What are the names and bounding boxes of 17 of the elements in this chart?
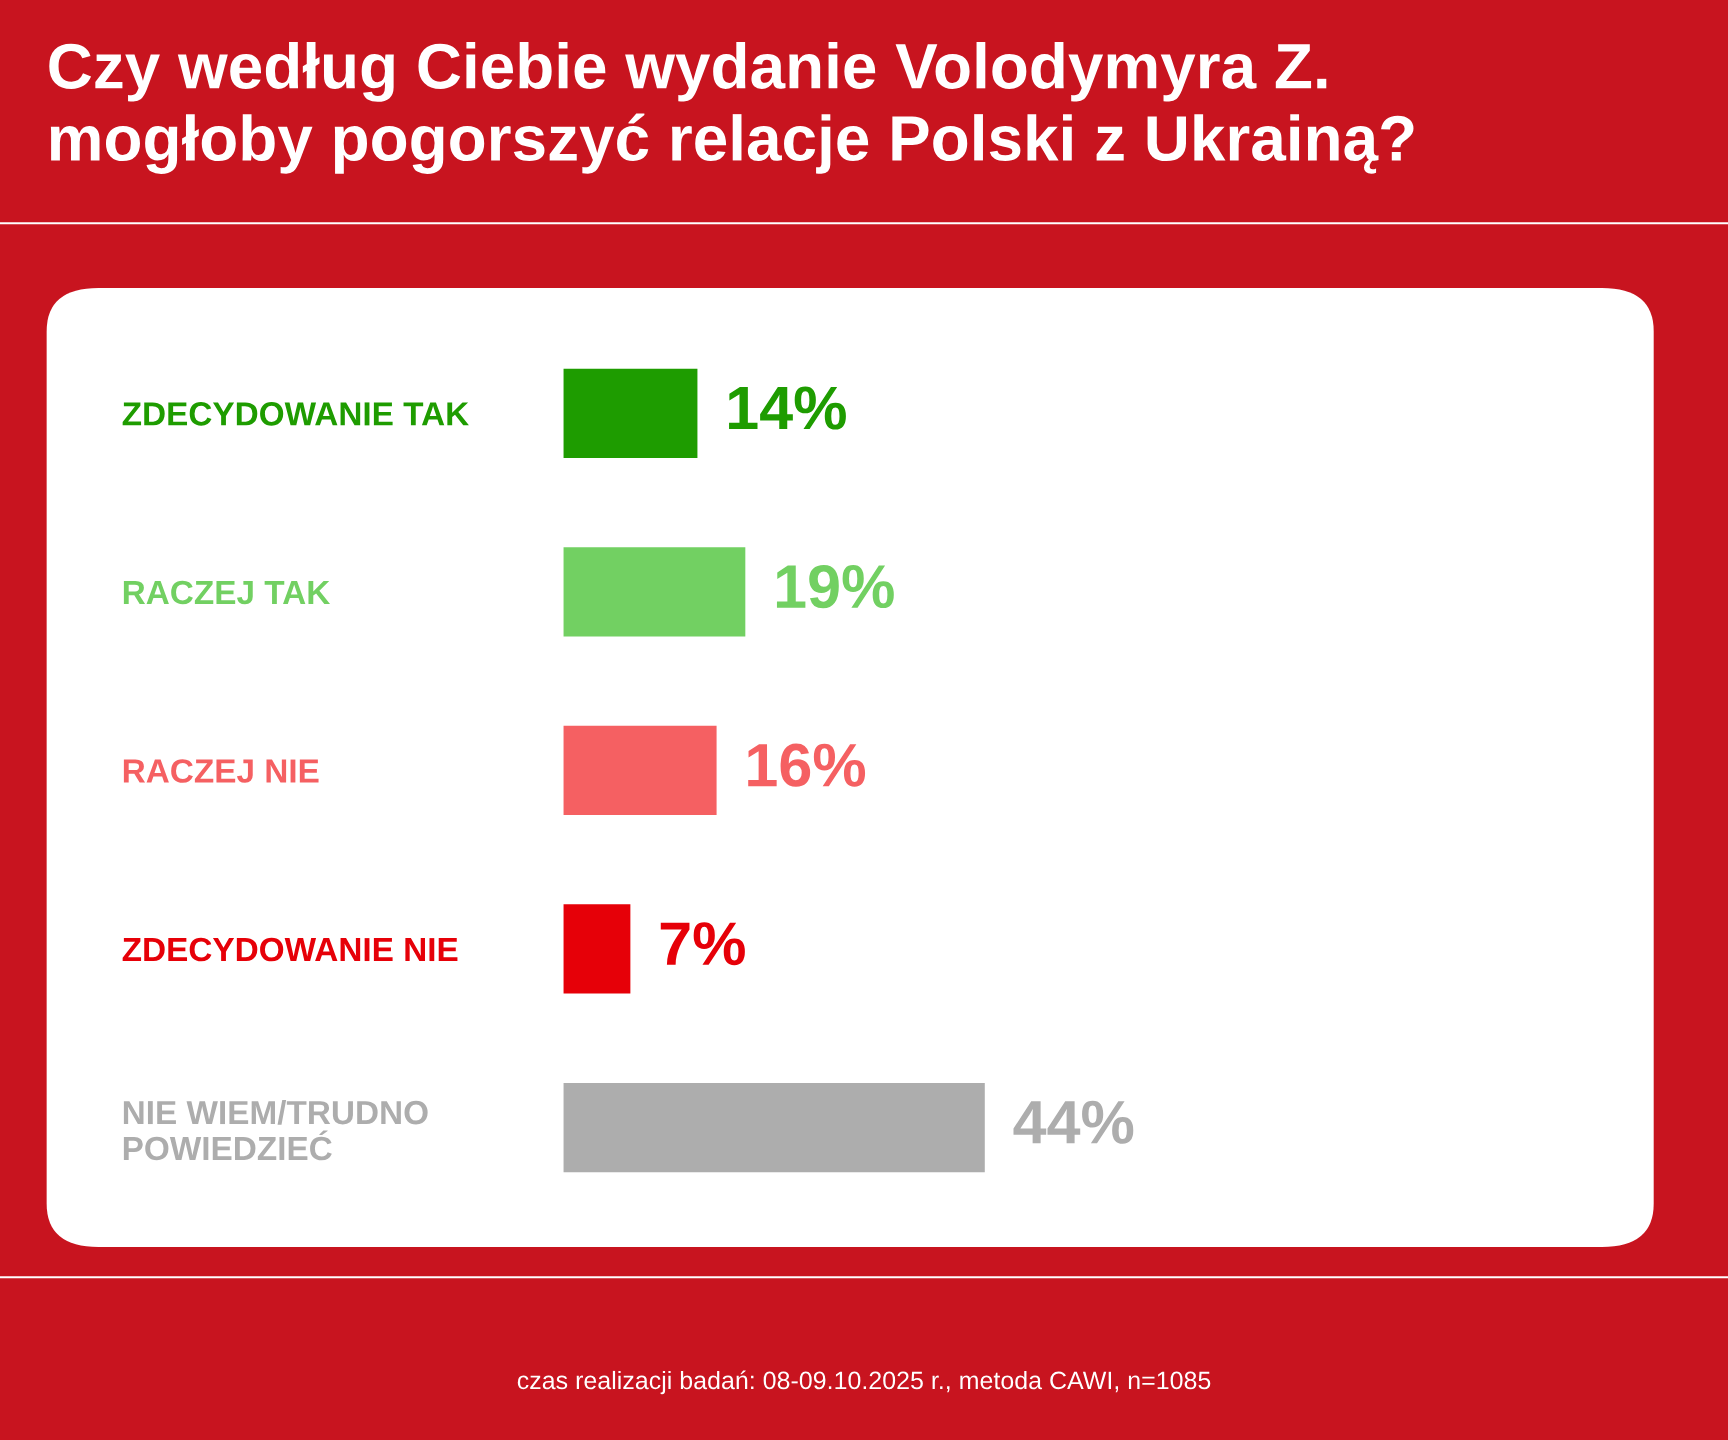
data-label: 7%: [660, 922, 745, 966]
y-tick-label: ZDECYDOWANIE NIE: [122, 937, 458, 962]
y-tick-label: RACZEJ NIE: [123, 759, 319, 783]
y-tick-label: NIE WIEM/TRUDNO POWIEDZIEĆ: [123, 1099, 428, 1161]
bar: [563, 1082, 985, 1173]
bar: [563, 368, 698, 458]
data-label: 19%: [776, 564, 894, 609]
text: czas realizacji badań: 08-09.10.2025 r., metoda CAWI, n=1085: [517, 1370, 1211, 1395]
bar: [563, 725, 717, 816]
bar: [563, 547, 746, 637]
y-tick-label: ZDECYDOWANIE TAK: [122, 402, 469, 426]
data-label: 14%: [729, 386, 846, 430]
bar: [563, 904, 631, 994]
y-tick-label: RACZEJ TAK: [123, 580, 331, 605]
data-label: 44%: [1013, 1100, 1134, 1144]
chart-title: Czy według Ciebie wydanie Volodymyra Z. mogłoby pogorszyć relacje Polski z Ukrainą?: [49, 42, 1414, 174]
data-label: 16%: [748, 743, 866, 787]
